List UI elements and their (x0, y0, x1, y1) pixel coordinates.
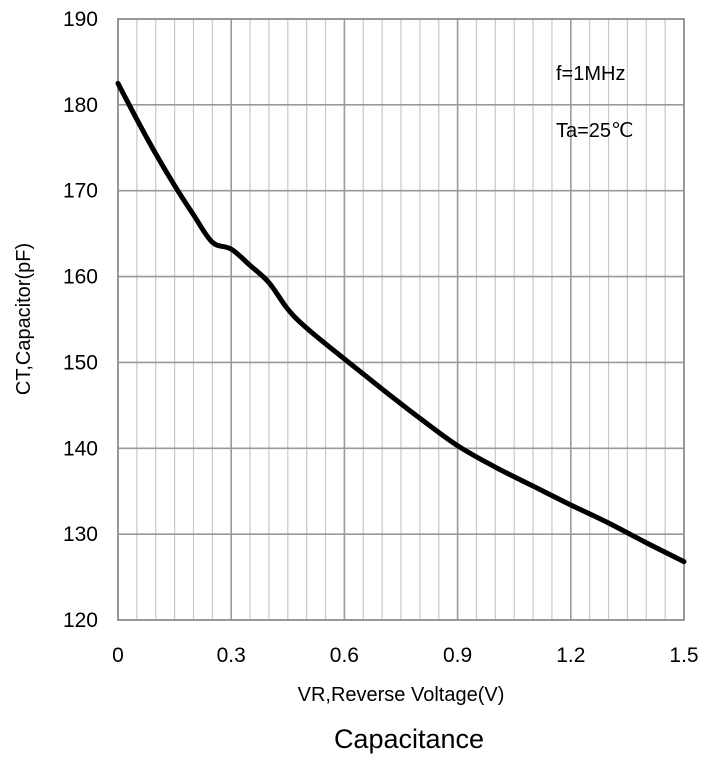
y-tick-label: 180 (63, 94, 98, 117)
x-tick-label: 0.3 (217, 644, 246, 667)
y-tick-label: 140 (63, 437, 98, 460)
frequency-annotation: f=1MHz (556, 63, 625, 85)
y-tick-label: 150 (63, 351, 98, 374)
y-tick-label: 160 (63, 266, 98, 289)
chart-title: Capacitance (334, 724, 484, 754)
x-tick-label: 0.9 (443, 644, 472, 667)
y-tick-label: 120 (63, 609, 98, 632)
minor-grid (136, 19, 666, 620)
plot-frame (117, 18, 685, 621)
y-tick-label: 170 (63, 180, 98, 203)
x-tick-label: 1.5 (669, 644, 698, 667)
temperature-annotation: Ta=25℃ (556, 120, 634, 142)
y-axis-label: CT,Capacitor(pF) (13, 243, 35, 395)
y-tick-label: 130 (63, 523, 98, 546)
x-tick-label: 0 (112, 644, 124, 667)
x-tick-label: 0.6 (330, 644, 359, 667)
series-layer (115, 80, 687, 565)
x-axis-label: VR,Reverse Voltage(V) (298, 684, 505, 706)
y-tick-label: 190 (63, 8, 98, 31)
tick-labels: 0 0.3 0.6 0.9 1.2 1.5 120 130 140 150 160 170 180 190 (63, 8, 699, 667)
major-grid (117, 18, 685, 621)
x-tick-label: 1.2 (556, 644, 585, 667)
capacitance-curve (115, 80, 687, 565)
